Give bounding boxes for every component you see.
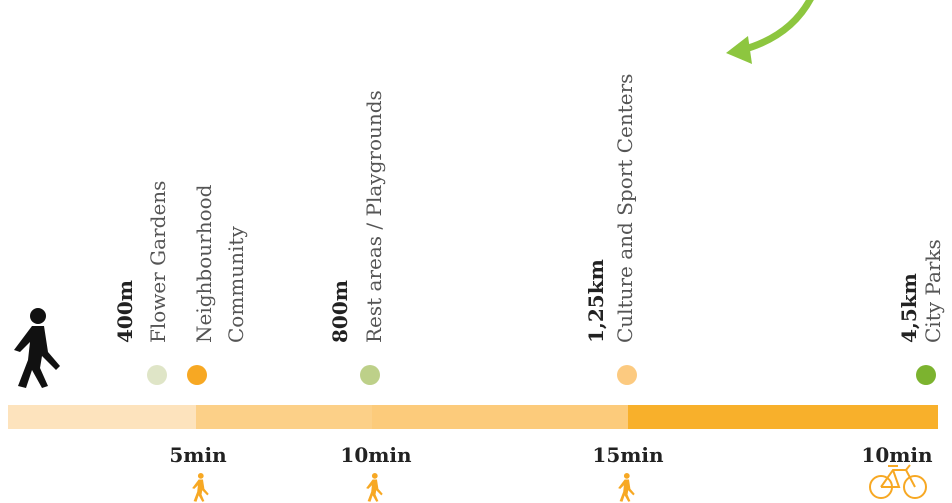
category-label: Flower Gardens [146,181,170,343]
category-label: Community [224,226,248,343]
walking-person-icon [14,308,60,388]
distance-bar [8,405,938,429]
time-label: 10min [340,443,412,467]
category-label: Culture and Sport Centers [613,74,637,343]
distance-label: 400m [113,280,137,343]
distance-label: 1,25km [584,259,608,343]
time-labels: 5min 10min 15min 10min [169,443,933,467]
category-dot [360,365,380,385]
bicycle-icon [869,464,927,499]
bar-segment [196,405,372,429]
bar-segment [372,405,628,429]
distance-label: 4,5km [897,273,921,343]
time-label: 15min [592,443,664,467]
time-label: 5min [169,443,227,467]
curved-arrow-icon [726,0,814,64]
category-label: Rest areas / Playgrounds [362,90,386,343]
milestone-800m: 800m Rest areas / Playgrounds [328,90,386,385]
walker-icon [618,473,635,502]
category-dot [617,365,637,385]
milestone-1-25km: 1,25km Culture and Sport Centers [584,74,637,385]
category-dot [147,365,167,385]
walker-icon [192,473,209,502]
distance-label: 800m [328,280,352,343]
category-dot [187,365,207,385]
category-label: Neighbourhood [192,184,216,343]
bar-segment [628,405,938,429]
category-dot [916,365,936,385]
milestone-4-5km: 4,5km City Parks [897,239,945,385]
time-label: 10min [861,443,933,467]
category-label: City Parks [921,239,945,343]
walker-icon [366,473,383,502]
milestone-400m: 400m Flower Gardens Neighbourhood Commun… [113,181,248,385]
bar-segment [8,405,196,429]
